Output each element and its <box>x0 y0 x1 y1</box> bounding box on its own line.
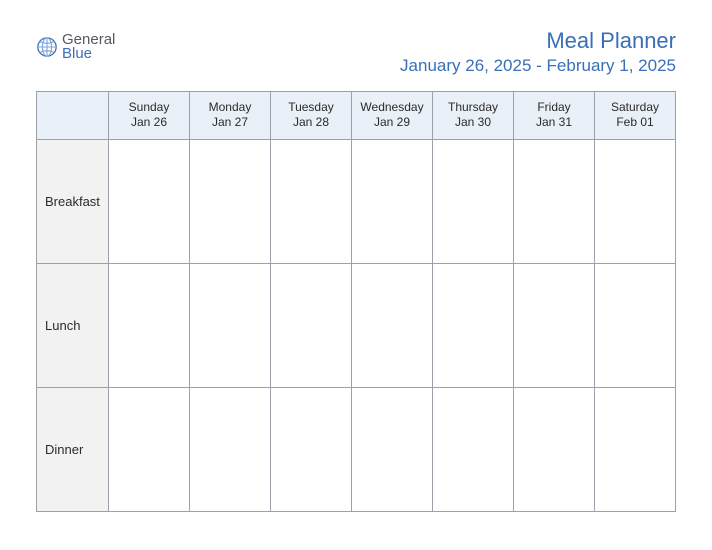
meal-cell[interactable] <box>595 263 676 387</box>
meal-cell[interactable] <box>433 263 514 387</box>
meal-planner-page: General Blue Meal Planner January 26, 20… <box>0 0 712 540</box>
day-header-saturday: Saturday Feb 01 <box>595 91 676 139</box>
meal-cell[interactable] <box>190 139 271 263</box>
brand-line2: Blue <box>62 46 92 61</box>
day-header-friday: Friday Jan 31 <box>514 91 595 139</box>
meal-cell[interactable] <box>433 387 514 511</box>
meal-cell[interactable] <box>514 387 595 511</box>
meal-cell[interactable] <box>271 139 352 263</box>
meal-cell[interactable] <box>271 263 352 387</box>
meal-cell[interactable] <box>190 263 271 387</box>
meal-cell[interactable] <box>352 139 433 263</box>
meal-cell[interactable] <box>190 387 271 511</box>
meal-cell[interactable] <box>352 263 433 387</box>
day-header-wednesday: Wednesday Jan 29 <box>352 91 433 139</box>
meal-cell[interactable] <box>109 387 190 511</box>
meal-label-dinner: Dinner <box>37 387 109 511</box>
day-header-monday: Monday Jan 27 <box>190 91 271 139</box>
day-header-thursday: Thursday Jan 30 <box>433 91 514 139</box>
meal-label-lunch: Lunch <box>37 263 109 387</box>
meal-cell[interactable] <box>109 263 190 387</box>
meal-cell[interactable] <box>595 387 676 511</box>
day-header-sunday: Sunday Jan 26 <box>109 91 190 139</box>
corner-cell <box>37 91 109 139</box>
date-range: January 26, 2025 - February 1, 2025 <box>400 56 676 76</box>
meal-cell[interactable] <box>109 139 190 263</box>
meal-cell[interactable] <box>595 139 676 263</box>
meal-cell[interactable] <box>271 387 352 511</box>
header: General Blue Meal Planner January 26, 20… <box>36 28 676 77</box>
header-row: Sunday Jan 26 Monday Jan 27 Tuesday Jan … <box>37 91 676 139</box>
row-breakfast: Breakfast <box>37 139 676 263</box>
brand-logo: General Blue <box>36 28 115 61</box>
page-title: Meal Planner <box>400 28 676 54</box>
brand-text: General Blue <box>62 32 115 61</box>
row-dinner: Dinner <box>37 387 676 511</box>
meal-cell[interactable] <box>514 263 595 387</box>
meal-label-breakfast: Breakfast <box>37 139 109 263</box>
day-header-tuesday: Tuesday Jan 28 <box>271 91 352 139</box>
globe-icon <box>36 36 58 58</box>
title-block: Meal Planner January 26, 2025 - February… <box>400 28 676 77</box>
meal-cell[interactable] <box>352 387 433 511</box>
meal-cell[interactable] <box>433 139 514 263</box>
row-lunch: Lunch <box>37 263 676 387</box>
meal-planner-table: Sunday Jan 26 Monday Jan 27 Tuesday Jan … <box>36 91 676 512</box>
meal-cell[interactable] <box>514 139 595 263</box>
